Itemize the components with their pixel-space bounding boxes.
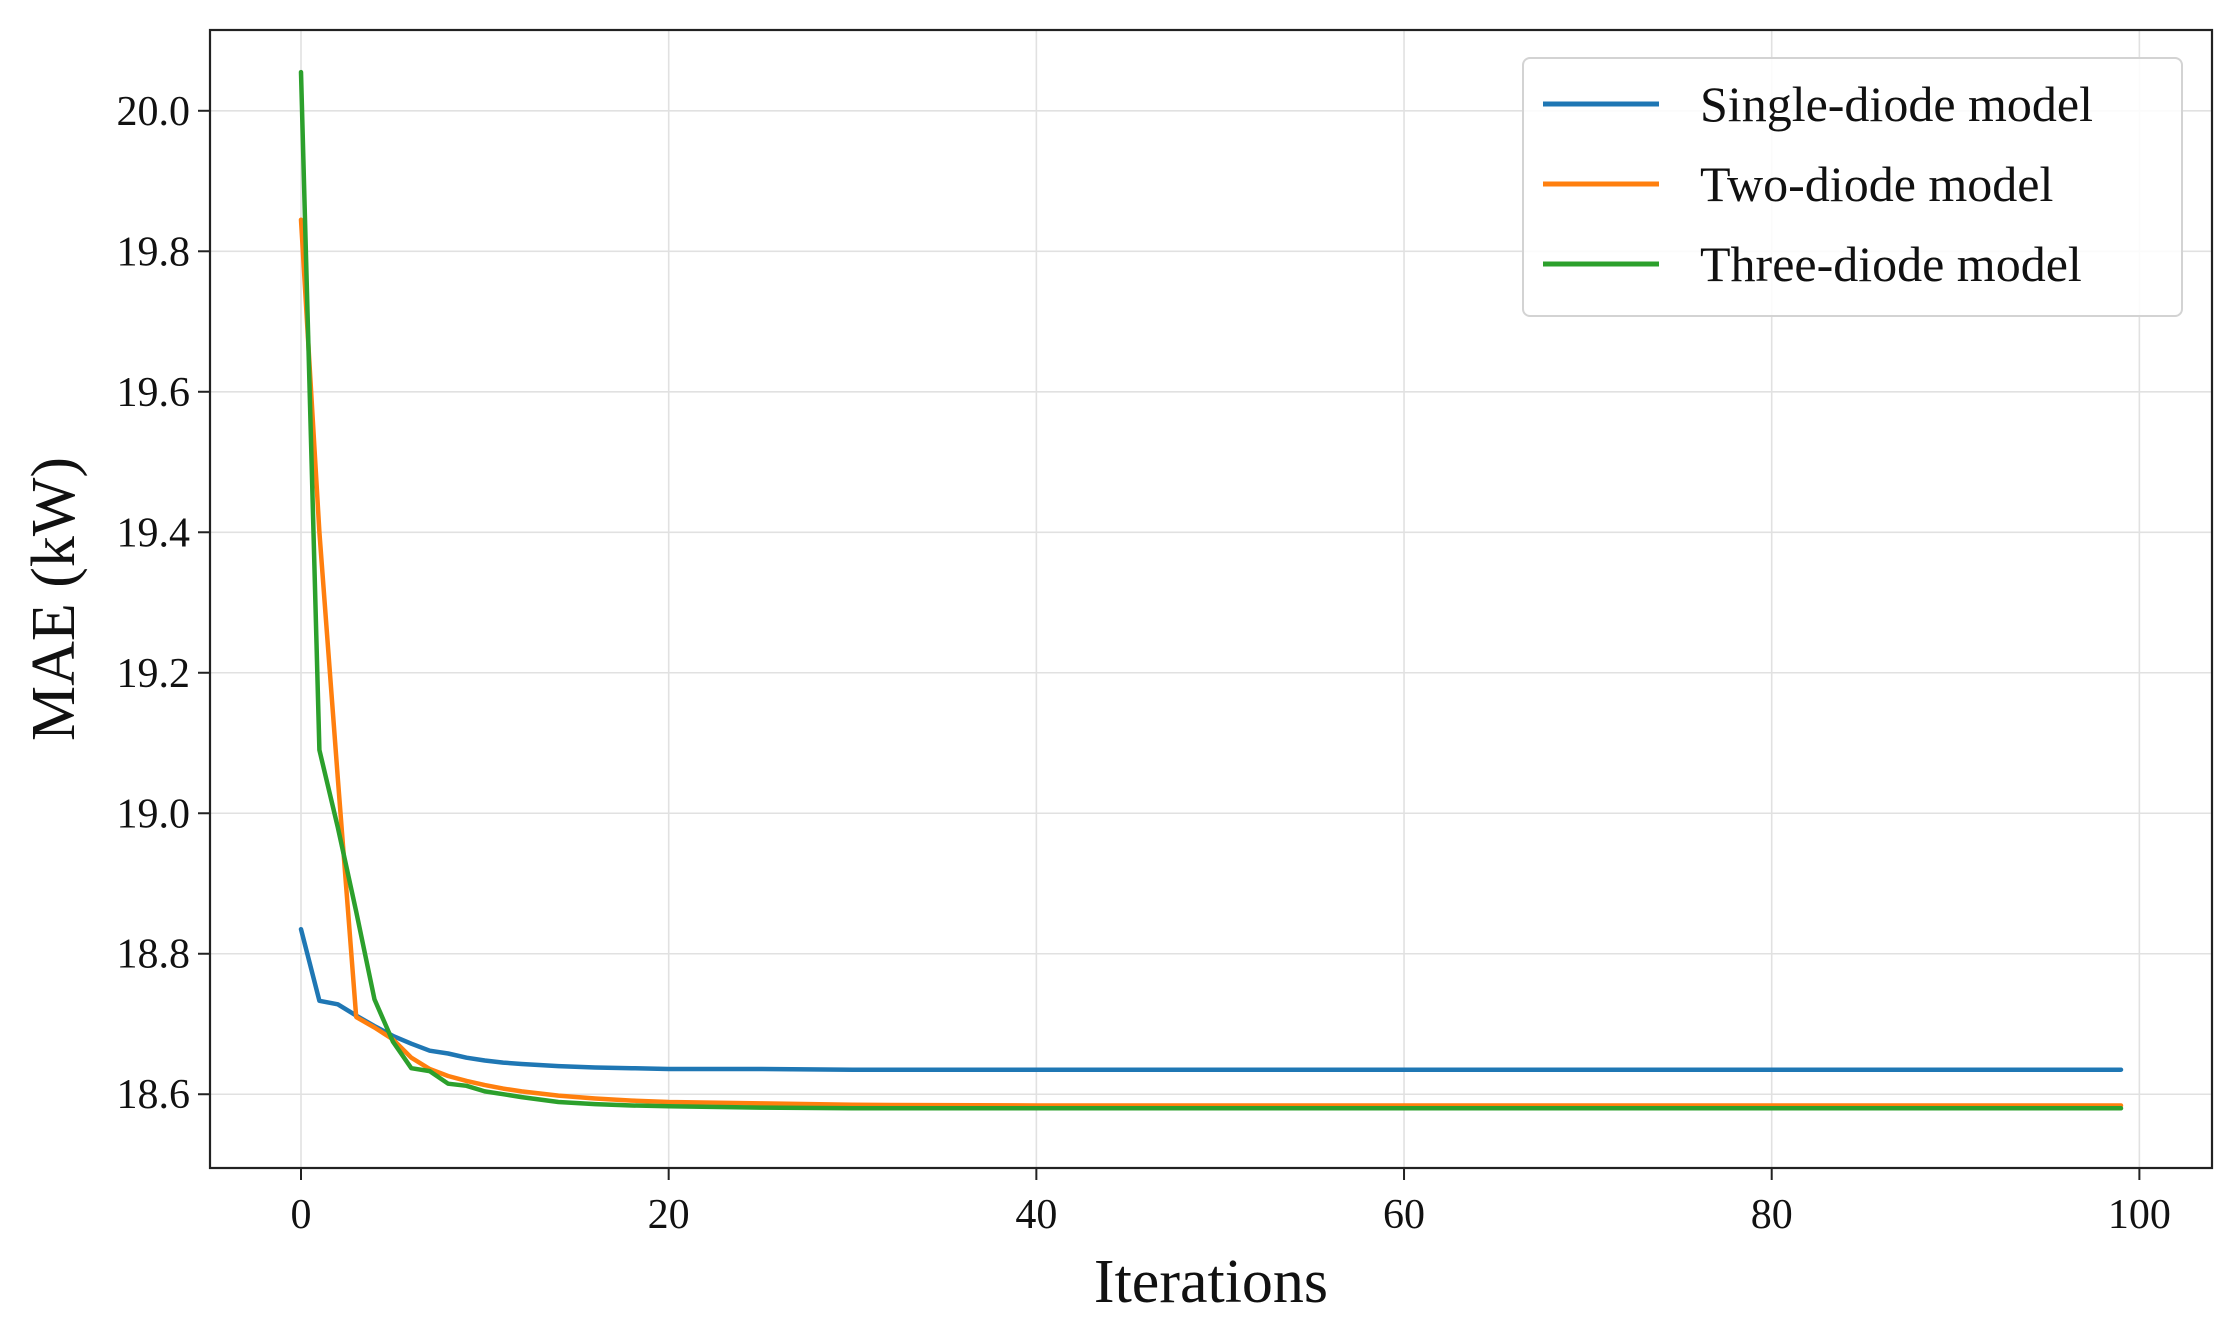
y-axis-label: MAE (kW) <box>20 457 88 741</box>
x-tick-label: 0 <box>291 1192 312 1238</box>
y-tick-label: 19.2 <box>117 651 191 697</box>
y-tick-label: 19.0 <box>117 791 191 837</box>
x-tick-label: 40 <box>1015 1192 1057 1238</box>
series-line-3 <box>298 69 2124 1111</box>
legend-label: Three-diode model <box>1700 236 2082 292</box>
y-tick-label: 18.6 <box>117 1072 191 1118</box>
x-tick-label: 100 <box>2108 1192 2171 1238</box>
legend: Single-diode model Two-diode model Three-d… <box>1522 57 2183 317</box>
legend-box <box>1522 57 2183 317</box>
y-tick-label: 19.8 <box>117 229 191 275</box>
x-axis-label: Iterations <box>1094 1248 1328 1316</box>
x-tick-label: 80 <box>1751 1192 1793 1238</box>
grid <box>210 30 2212 1168</box>
y-tick-label: 20.0 <box>117 89 191 135</box>
series-lines <box>298 69 2124 1111</box>
legend-label: Two-diode model <box>1700 156 2053 212</box>
y-tick-label: 19.6 <box>117 370 191 416</box>
x-axis-ticks: 0 20 40 60 80 100 <box>291 1168 2171 1238</box>
series-line-2 <box>298 217 2124 1108</box>
y-axis-ticks: 18.6 18.8 19.0 19.2 19.4 19.6 19.8 20.0 <box>117 89 210 1118</box>
legend-label: Single-diode model <box>1700 76 2093 132</box>
y-tick-label: 19.4 <box>117 510 191 556</box>
x-tick-label: 20 <box>648 1192 690 1238</box>
x-tick-label: 60 <box>1383 1192 1425 1238</box>
plot-frame <box>208 28 2214 1170</box>
y-tick-label: 18.8 <box>117 932 191 978</box>
